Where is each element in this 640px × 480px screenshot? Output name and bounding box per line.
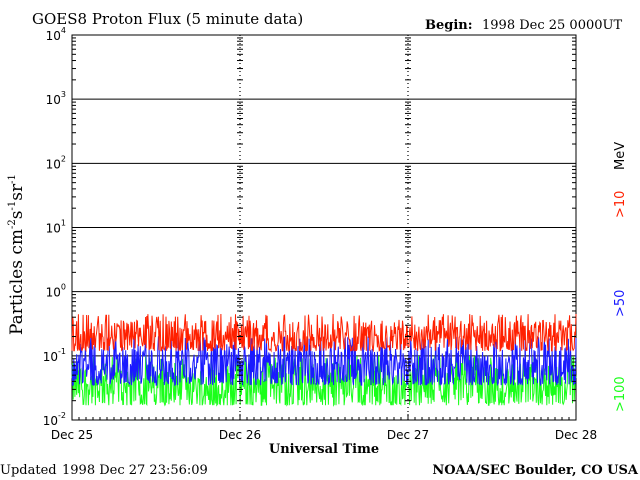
series-layer <box>71 313 577 407</box>
y-tick-label: 10-2 <box>43 411 66 428</box>
ylabel-mid1: s <box>7 211 27 220</box>
y-tick-label: 102 <box>46 154 66 171</box>
ylabel-mid2: sr <box>7 183 27 201</box>
x-tick-label: Dec 27 <box>387 428 429 442</box>
legend-entry: >10 <box>613 191 628 218</box>
legend-unit: MeV <box>613 142 628 170</box>
y-axis-label: Particles cm-2s-1sr-1 <box>7 174 27 335</box>
source-label: NOAA/SEC Boulder, CO USA <box>432 463 639 478</box>
day-separators <box>239 35 409 420</box>
legend-entry: >50 <box>613 290 628 317</box>
y-tick-label: 10-1 <box>43 347 66 364</box>
series-line <box>71 355 577 407</box>
x-tick-label: Dec 25 <box>51 428 93 442</box>
x-tick-label: Dec 28 <box>555 428 597 442</box>
updated-value: 1998 Dec 27 23:56:09 <box>62 463 208 478</box>
ylabel-exp2: -1 <box>7 201 18 211</box>
begin-value: 1998 Dec 25 0000UT <box>482 18 622 33</box>
y-tick-label: 101 <box>46 219 66 236</box>
legend: MeV >10 >50 >100 <box>613 142 628 412</box>
ylabel-base: Particles cm <box>7 229 27 335</box>
x-tick-label: Dec 26 <box>219 428 261 442</box>
y-tick-label: 104 <box>46 26 66 43</box>
chart-title: GOES8 Proton Flux (5 minute data) <box>32 10 303 28</box>
series-line <box>71 313 577 353</box>
y-ticks: 10-2 10-1 100 101 102 103 104 <box>43 26 576 428</box>
x-ticks: Dec 25 Dec 26 Dec 27 Dec 28 <box>51 414 597 442</box>
y-tick-label: 100 <box>46 283 66 300</box>
begin-label: Begin: <box>425 18 473 33</box>
series-line <box>71 335 577 387</box>
ylabel-exp1: -2 <box>7 219 18 229</box>
updated-label: Updated <box>0 463 57 478</box>
ylabel-exp3: -1 <box>7 174 18 184</box>
grid-lines <box>72 98 576 357</box>
legend-entry: >100 <box>613 376 628 412</box>
y-tick-label: 103 <box>46 90 66 107</box>
x-axis-label: Universal Time <box>269 442 379 457</box>
